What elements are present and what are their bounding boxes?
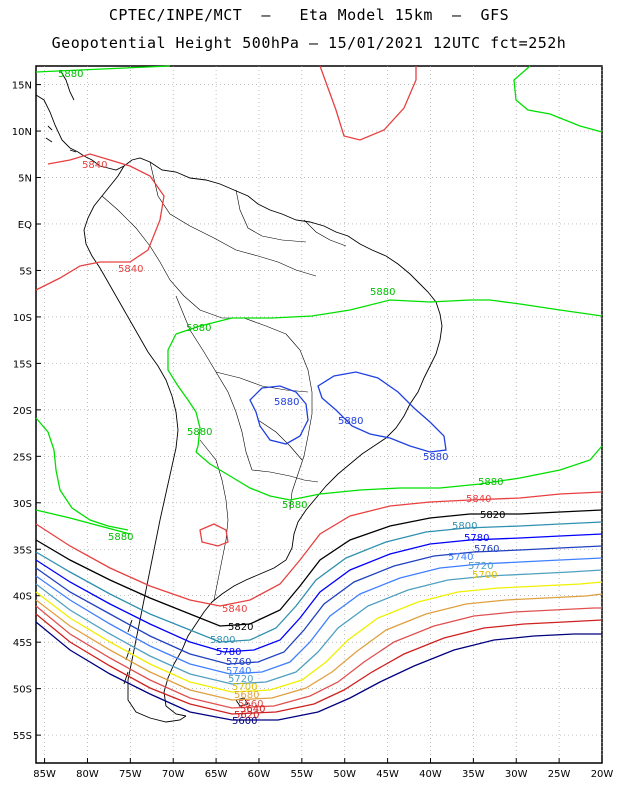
label-5880-blue-1: 5880 <box>274 397 299 408</box>
lat-tick-label: 50S <box>13 685 32 696</box>
lat-tick-label: 45S <box>13 638 32 649</box>
lat-tick-label: 15S <box>13 359 32 370</box>
label-5800-a: 5800 <box>452 521 477 532</box>
lat-tick-label: 30S <box>13 499 32 510</box>
label-5620: 5620 <box>234 710 259 721</box>
label-5880-a: 5880 <box>58 69 83 80</box>
lon-tick-label: 75W <box>119 769 142 780</box>
label-5640: 5640 <box>240 704 265 715</box>
label-5880-g: 5880 <box>108 532 133 543</box>
label-5780-a: 5780 <box>464 533 489 544</box>
contour-5880-mid <box>175 299 603 335</box>
lat-tick-label: EQ <box>18 220 32 231</box>
lat-tick-label: 5S <box>19 266 32 277</box>
country-borders <box>101 161 347 601</box>
label-5600: 5600 <box>232 716 257 727</box>
lon-tick-label: 40W <box>419 769 442 780</box>
label-5840-d: 5840 <box>222 604 247 615</box>
lon-tick-label: 70W <box>162 769 185 780</box>
lon-tick-label: 20W <box>591 769 614 780</box>
label-5840-b: 5840 <box>118 264 143 275</box>
contour-5880-pacific <box>35 509 131 535</box>
lon-tick-label: 25W <box>548 769 571 780</box>
contour-5880-north <box>35 65 171 73</box>
lon-tick-label: 35W <box>462 769 485 780</box>
lat-tick-label: 15N <box>12 81 32 92</box>
lat-tick-label: 55S <box>13 731 32 742</box>
contour-5840-main <box>35 491 603 607</box>
label-5880-d: 5880 <box>187 427 212 438</box>
label-5700-a: 5700 <box>472 570 497 581</box>
contours <box>35 65 603 721</box>
axis-ticks: 15N 10N 5N EQ 5S 10S 15S 20S 25S 30S 35S 40S 45S 50S 5… <box>12 81 614 780</box>
label-5880-c: 5880 <box>186 323 211 334</box>
label-5760-a: 5760 <box>474 544 499 555</box>
label-5700-b: 5700 <box>232 682 257 693</box>
lon-tick-label: 60W <box>248 769 271 780</box>
lon-tick-label: 45W <box>376 769 399 780</box>
lat-tick-label: 35S <box>13 545 32 556</box>
label-5880-blue-3: 5880 <box>423 452 448 463</box>
lon-tick-label: 80W <box>76 769 99 780</box>
title-line-2: Geopotential Height 500hPa – 15/01/2021 … <box>51 34 567 52</box>
lon-tick-label: 50W <box>333 769 356 780</box>
lon-tick-label: 30W <box>505 769 528 780</box>
label-5880-blue-2: 5880 <box>338 416 363 427</box>
label-5840-c: 5840 <box>466 494 491 505</box>
coastlines <box>35 69 443 723</box>
label-5800-b: 5800 <box>210 635 235 646</box>
label-5760-b: 5760 <box>226 657 251 668</box>
contour-5840-north <box>35 153 165 291</box>
contour-5880-blue-2 <box>317 371 447 453</box>
label-5840-a: 5840 <box>82 160 107 171</box>
label-5740-b: 5740 <box>226 666 251 677</box>
title-line-1: CPTEC/INPE/MCT – Eta Model 15km – GFS <box>108 6 510 24</box>
lon-tick-label: 85W <box>33 769 56 780</box>
lat-tick-label: 20S <box>13 406 32 417</box>
label-5820-b: 5820 <box>228 622 253 633</box>
contour-5880-blue-1 <box>249 385 309 445</box>
label-5720-a: 5720 <box>468 561 493 572</box>
lat-tick-label: 10N <box>12 127 32 138</box>
contour-5840-blob <box>199 523 229 547</box>
label-5680: 5680 <box>234 690 259 701</box>
lon-tick-label: 65W <box>205 769 228 780</box>
lon-tick-label: 55W <box>291 769 314 780</box>
label-5880-b: 5880 <box>370 287 395 298</box>
lat-tick-label: 40S <box>13 592 32 603</box>
label-5820-a: 5820 <box>480 510 505 521</box>
contour-5820 <box>35 509 603 627</box>
label-5740-a: 5740 <box>448 552 473 563</box>
label-5880-e: 5880 <box>478 477 503 488</box>
lat-tick-label: 25S <box>13 452 32 463</box>
label-5880-f: 5880 <box>282 500 307 511</box>
contour-5880-andes <box>167 333 201 453</box>
contour-labels: 5880 5880 5880 5880 5880 5880 5880 5880 … <box>58 69 505 727</box>
contour-5840-ne <box>319 65 417 141</box>
lat-tick-label: 5N <box>18 174 32 185</box>
lat-tick-label: 10S <box>13 313 32 324</box>
contour-5880-west <box>35 417 129 531</box>
label-5720-b: 5720 <box>228 674 253 685</box>
label-5780-b: 5780 <box>216 647 241 658</box>
contour-5880-south <box>195 445 603 501</box>
contour-5880-ne <box>513 65 603 133</box>
label-5660: 5660 <box>238 699 263 710</box>
